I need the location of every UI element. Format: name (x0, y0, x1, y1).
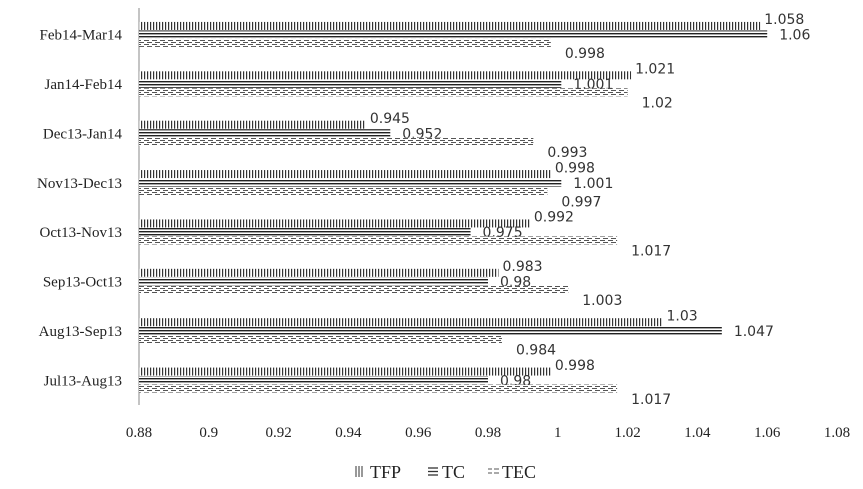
bar-tfp (139, 71, 632, 80)
legend-item-tfp: TFP (355, 462, 401, 482)
data-label-tec: 0.984 (516, 342, 556, 358)
bar-tc (139, 326, 722, 335)
data-label-tec: 0.997 (561, 194, 601, 210)
x-tick-label: 1.06 (754, 425, 781, 441)
legend-label: TFP (370, 462, 401, 482)
legend-swatch (428, 467, 438, 476)
data-label-tec: 1.02 (642, 96, 673, 112)
bar-tec (139, 285, 569, 294)
legend-swatch (488, 468, 499, 474)
bar-tfp (139, 170, 551, 179)
data-label-tfp: 1.03 (667, 308, 698, 324)
bar-tfp (139, 318, 663, 327)
legend-item-tec: TEC (488, 462, 536, 482)
category-label: Oct13-Nov13 (40, 225, 123, 241)
bar-tec (139, 38, 551, 47)
bar-tfp (139, 219, 530, 228)
bar-tfp (139, 268, 499, 277)
data-label-tec: 1.017 (631, 392, 671, 408)
x-tick-label: 1.04 (684, 425, 711, 441)
legend-swatch (355, 466, 363, 477)
bar-tec (139, 384, 618, 393)
bar-tc (139, 227, 471, 236)
x-tick-label: 1.02 (614, 425, 640, 441)
bar-tfp (139, 120, 366, 129)
plot-area: Feb14-Mar141.0581.060.998Jan14-Feb141.02… (37, 8, 850, 441)
category-label: Feb14-Mar14 (40, 28, 123, 44)
x-tick-label: 0.94 (335, 425, 362, 441)
legend-label: TEC (502, 462, 536, 482)
data-label-tfp: 0.945 (370, 111, 410, 127)
x-tick-label: 0.92 (265, 425, 291, 441)
category-label: Nov13-Dec13 (37, 176, 122, 192)
data-label-tfp: 0.998 (555, 160, 595, 176)
data-label-tc: 1.047 (734, 324, 774, 340)
x-tick-label: 1 (554, 425, 562, 441)
data-label-tec: 1.017 (631, 244, 671, 260)
bar-tec (139, 335, 502, 344)
category-label: Dec13-Jan14 (43, 126, 123, 142)
category-label: Aug13-Sep13 (39, 324, 122, 340)
data-label-tfp: 0.992 (534, 210, 574, 226)
legend-label: TC (442, 462, 465, 482)
bar-tc (139, 30, 768, 39)
bar-tec (139, 187, 548, 196)
data-label-tc: 1.001 (573, 176, 613, 192)
bar-tc (139, 129, 391, 138)
legend: TFP TC TEC (355, 462, 536, 482)
bar-tfp (139, 367, 551, 376)
category-label: Sep13-Oct13 (43, 275, 122, 291)
bar-tec (139, 137, 534, 146)
data-label-tfp: 1.058 (764, 12, 804, 28)
x-tick-label: 0.9 (199, 425, 218, 441)
x-tick-label: 0.88 (126, 425, 152, 441)
data-label-tec: 0.998 (565, 46, 605, 62)
data-label-tfp: 0.983 (502, 259, 542, 275)
x-tick-label: 0.96 (405, 425, 432, 441)
bar-tc (139, 277, 488, 286)
legend-item-tc: TC (428, 462, 465, 482)
category-label: Jan14-Feb14 (45, 77, 123, 93)
bar-tc (139, 178, 562, 187)
data-label-tfp: 0.998 (555, 358, 595, 374)
category-label: Jul13-Aug13 (44, 373, 122, 389)
bar-tfp (139, 21, 761, 30)
bar-tec (139, 88, 628, 97)
data-label-tfp: 1.021 (635, 62, 675, 78)
x-tick-label: 1.08 (824, 425, 850, 441)
bar-tc (139, 376, 488, 385)
x-tick-label: 0.98 (475, 425, 501, 441)
data-label-tc: 1.06 (779, 28, 810, 44)
bar-tec (139, 236, 618, 245)
data-label-tec: 1.003 (582, 293, 622, 309)
bar-tc (139, 79, 562, 88)
data-label-tec: 0.993 (547, 145, 587, 161)
